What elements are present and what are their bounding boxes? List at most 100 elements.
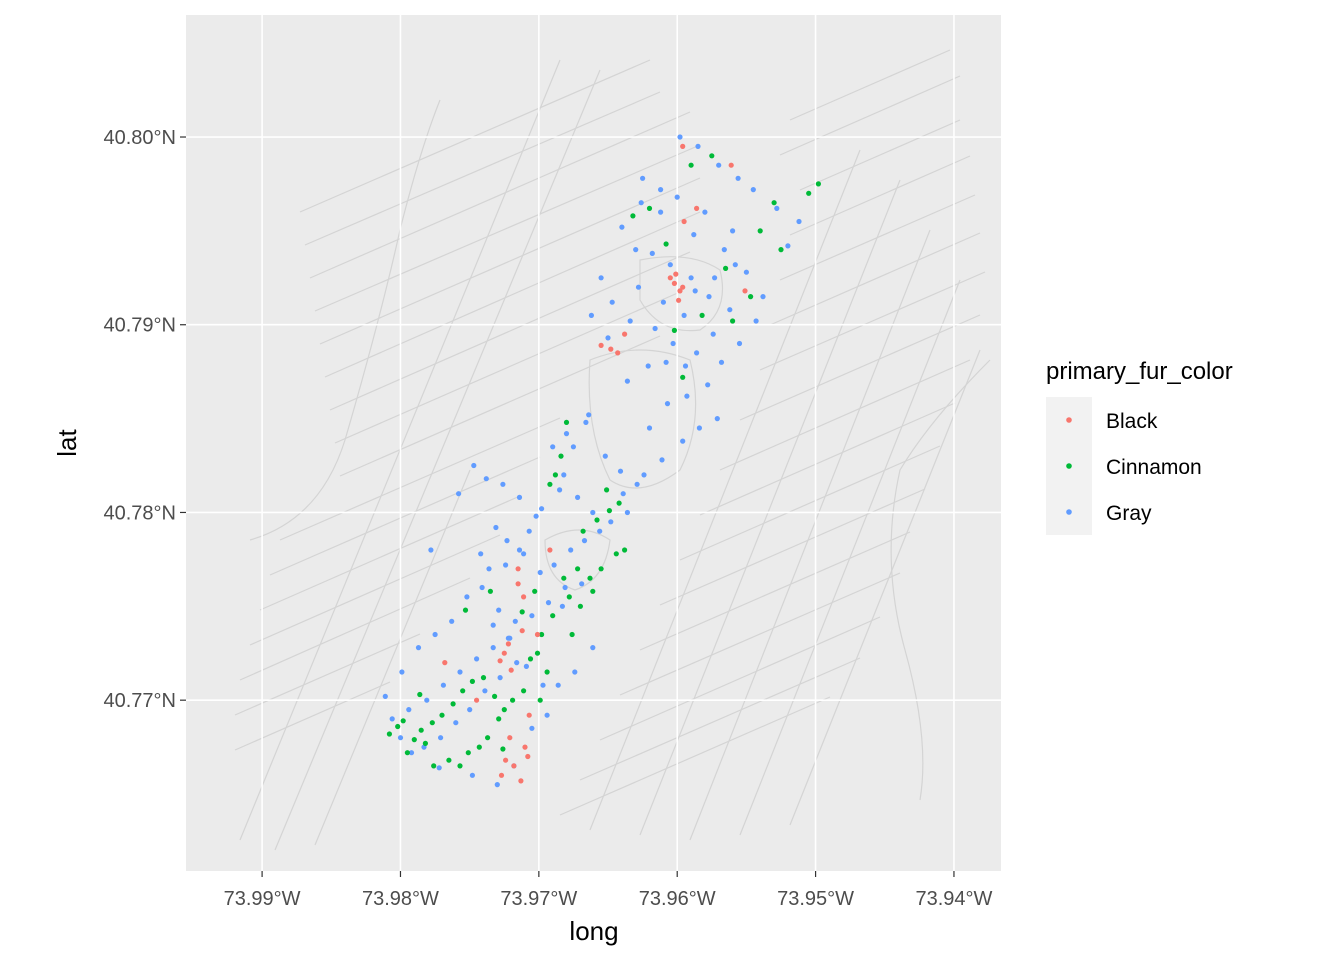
data-point-gray — [557, 487, 563, 493]
data-point-cinnamon — [663, 241, 669, 247]
data-point-gray — [514, 660, 520, 666]
x-tick-label: 73.98°W — [362, 888, 439, 910]
data-point-gray — [617, 468, 624, 474]
data-point-gray — [730, 228, 736, 234]
data-point-gray — [568, 547, 574, 553]
data-point-cinnamon — [748, 294, 754, 300]
data-point-gray — [660, 299, 667, 305]
data-point-gray — [563, 431, 570, 437]
data-point-gray — [436, 765, 442, 771]
data-point-cinnamon — [476, 744, 482, 750]
y-axis: 40.77°N 40.78°N 40.79°N 40.80°N — [104, 127, 186, 712]
data-point-gray — [609, 299, 615, 305]
data-point-cinnamon — [431, 763, 437, 769]
data-point-gray — [479, 584, 485, 591]
legend-label-black: Black — [1106, 410, 1158, 433]
data-point-gray — [467, 707, 473, 713]
data-point-black — [681, 218, 687, 225]
data-point-cinnamon — [730, 318, 736, 324]
data-point-gray — [620, 491, 626, 497]
data-point-cinnamon — [806, 190, 812, 196]
data-point-black — [547, 547, 553, 553]
data-point-cinnamon — [630, 213, 636, 219]
data-point-gray — [397, 735, 404, 741]
data-point-gray — [694, 350, 700, 356]
data-point-gray — [681, 312, 687, 318]
data-point-black — [667, 275, 673, 281]
x-tick-label: 73.97°W — [500, 888, 577, 910]
data-point-gray — [415, 645, 422, 651]
data-point-black — [677, 288, 683, 294]
data-point-gray — [490, 645, 496, 651]
data-point-cinnamon — [646, 205, 653, 211]
data-point-gray — [516, 547, 523, 553]
data-point-black — [742, 288, 748, 294]
data-point-gray — [691, 232, 697, 238]
data-point-cinnamon — [680, 374, 686, 380]
data-point-gray — [490, 622, 496, 628]
data-point-gray — [581, 538, 588, 544]
data-point-gray — [590, 509, 596, 516]
legend-label-gray: Gray — [1106, 502, 1152, 525]
data-point-gray — [432, 631, 438, 638]
data-point-gray — [456, 491, 462, 497]
data-point-gray — [516, 494, 523, 500]
data-point-gray — [529, 613, 535, 619]
data-point-gray — [544, 712, 550, 718]
data-point-cinnamon — [577, 603, 584, 609]
legend-key-cinnamon — [1066, 463, 1072, 469]
data-point-gray — [710, 331, 716, 337]
data-point-gray — [663, 359, 669, 365]
data-point-gray — [597, 528, 603, 534]
data-point-cinnamon — [699, 312, 705, 318]
data-point-gray — [619, 224, 625, 230]
data-point-gray — [537, 569, 543, 576]
data-point-cinnamon — [519, 609, 525, 615]
data-point-gray — [562, 584, 568, 591]
data-point-gray — [633, 247, 639, 253]
data-point-black — [622, 331, 628, 337]
data-point-cinnamon — [534, 650, 541, 656]
data-point-gray — [533, 513, 539, 519]
data-point-cinnamon — [439, 712, 445, 718]
y-axis-title: lat — [52, 428, 82, 456]
data-point-gray — [579, 581, 585, 587]
data-point-gray — [682, 363, 689, 369]
data-point-gray — [440, 682, 446, 688]
data-point-cinnamon — [613, 551, 619, 557]
data-point-gray — [521, 551, 527, 557]
x-axis-title: long — [569, 916, 618, 946]
data-point-gray — [760, 294, 766, 300]
plot-panel — [186, 15, 1001, 871]
data-point-cinnamon — [594, 517, 600, 523]
data-point-cinnamon — [622, 547, 628, 553]
data-point-cinnamon — [417, 691, 423, 698]
data-point-gray — [716, 162, 722, 168]
data-point-gray — [545, 600, 552, 606]
data-point-gray — [705, 382, 711, 388]
data-point-cinnamon — [671, 327, 678, 333]
data-point-gray — [503, 562, 509, 568]
data-point-gray — [464, 594, 470, 600]
data-point-black — [526, 712, 532, 718]
data-point-gray — [774, 205, 780, 211]
data-point-gray — [493, 524, 499, 531]
data-point-gray — [561, 472, 567, 478]
data-point-black — [515, 566, 521, 572]
y-tick-label: 40.79°N — [104, 315, 177, 337]
data-point-cinnamon — [771, 200, 777, 206]
data-point-cinnamon — [400, 718, 406, 724]
data-point-black — [497, 658, 503, 664]
data-point-cinnamon — [757, 228, 763, 234]
data-point-gray — [478, 551, 484, 557]
data-point-gray — [497, 675, 503, 681]
data-point-gray — [743, 269, 750, 275]
data-point-gray — [645, 363, 651, 369]
data-point-gray — [727, 307, 733, 313]
data-point-cinnamon — [480, 675, 487, 681]
data-point-gray — [483, 476, 489, 482]
data-point-black — [503, 757, 509, 763]
data-point-gray — [634, 481, 640, 487]
x-tick-label: 73.95°W — [777, 888, 854, 910]
